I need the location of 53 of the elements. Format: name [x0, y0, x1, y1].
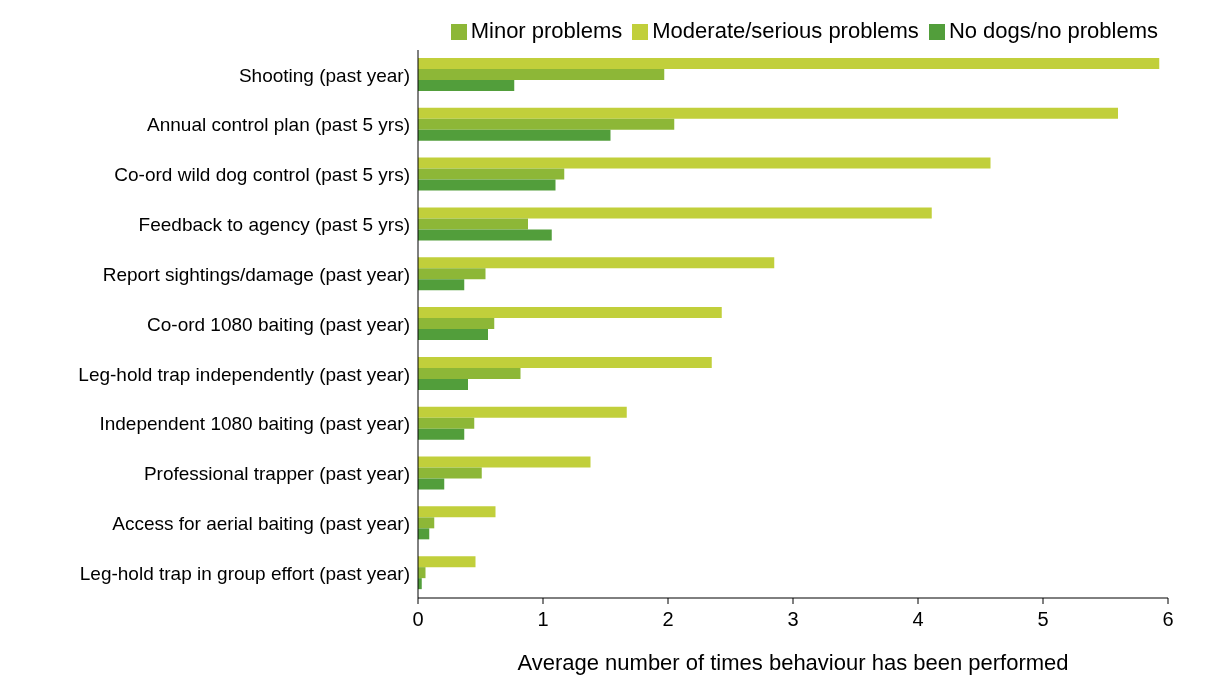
bar — [418, 218, 528, 230]
x-tick-label: 1 — [537, 608, 549, 631]
bar — [418, 356, 712, 368]
bar — [418, 118, 675, 130]
y-tick-label: Co-ord 1080 baiting (past year) — [147, 313, 410, 335]
bar — [418, 129, 611, 141]
bar — [418, 168, 565, 180]
bar — [418, 567, 426, 579]
legend-label: Minor problems — [470, 18, 623, 43]
bar — [418, 367, 521, 379]
bar — [418, 207, 932, 219]
bar — [418, 506, 496, 518]
bar — [418, 268, 486, 280]
bar — [418, 417, 475, 429]
bar — [418, 517, 435, 529]
y-tick-label: Report sightings/damage (past year) — [102, 263, 410, 285]
bar — [418, 179, 556, 191]
x-tick-label: 5 — [1037, 608, 1049, 631]
bar — [418, 329, 488, 341]
y-tick-label: Leg-hold trap independently (past year) — [78, 363, 410, 385]
bar — [418, 57, 1160, 69]
bar — [418, 406, 627, 418]
bar — [418, 378, 468, 390]
y-tick-label: Independent 1080 baiting (past year) — [99, 413, 410, 435]
bar — [418, 157, 991, 169]
bar — [418, 467, 482, 479]
y-tick-label: Leg-hold trap in group effort (past year) — [79, 562, 410, 584]
bar — [418, 257, 775, 269]
bar — [418, 279, 465, 291]
bar — [418, 318, 495, 330]
bar — [418, 68, 665, 80]
bar — [418, 307, 722, 319]
y-tick-label: Access for aerial baiting (past year) — [112, 513, 410, 535]
bar — [418, 456, 591, 468]
bar — [418, 428, 465, 440]
y-tick-label: Shooting (past year) — [238, 64, 410, 86]
x-tick-label: 0 — [412, 608, 424, 631]
x-tick-label: 3 — [787, 608, 799, 631]
legend-label: Moderate/serious problems — [652, 18, 919, 43]
y-tick-label: Co-ord wild dog control (past 5 yrs) — [114, 164, 410, 186]
y-tick-label: Professional trapper (past year) — [143, 463, 410, 485]
y-tick-label: Annual control plan (past 5 yrs) — [147, 114, 410, 136]
x-tick-label: 4 — [912, 608, 924, 631]
legend-label: No dogs/no problems — [948, 18, 1158, 43]
x-tick-label: 2 — [662, 608, 674, 631]
bar — [418, 478, 445, 490]
bar — [418, 107, 1118, 119]
x-tick-label: 6 — [1162, 608, 1174, 631]
x-axis-title: Average number of times behaviour has been performed — [517, 650, 1069, 675]
bar — [418, 556, 476, 568]
bar — [418, 229, 552, 241]
bar — [418, 79, 515, 91]
y-tick-label: Feedback to agency (past 5 yrs) — [138, 214, 410, 236]
